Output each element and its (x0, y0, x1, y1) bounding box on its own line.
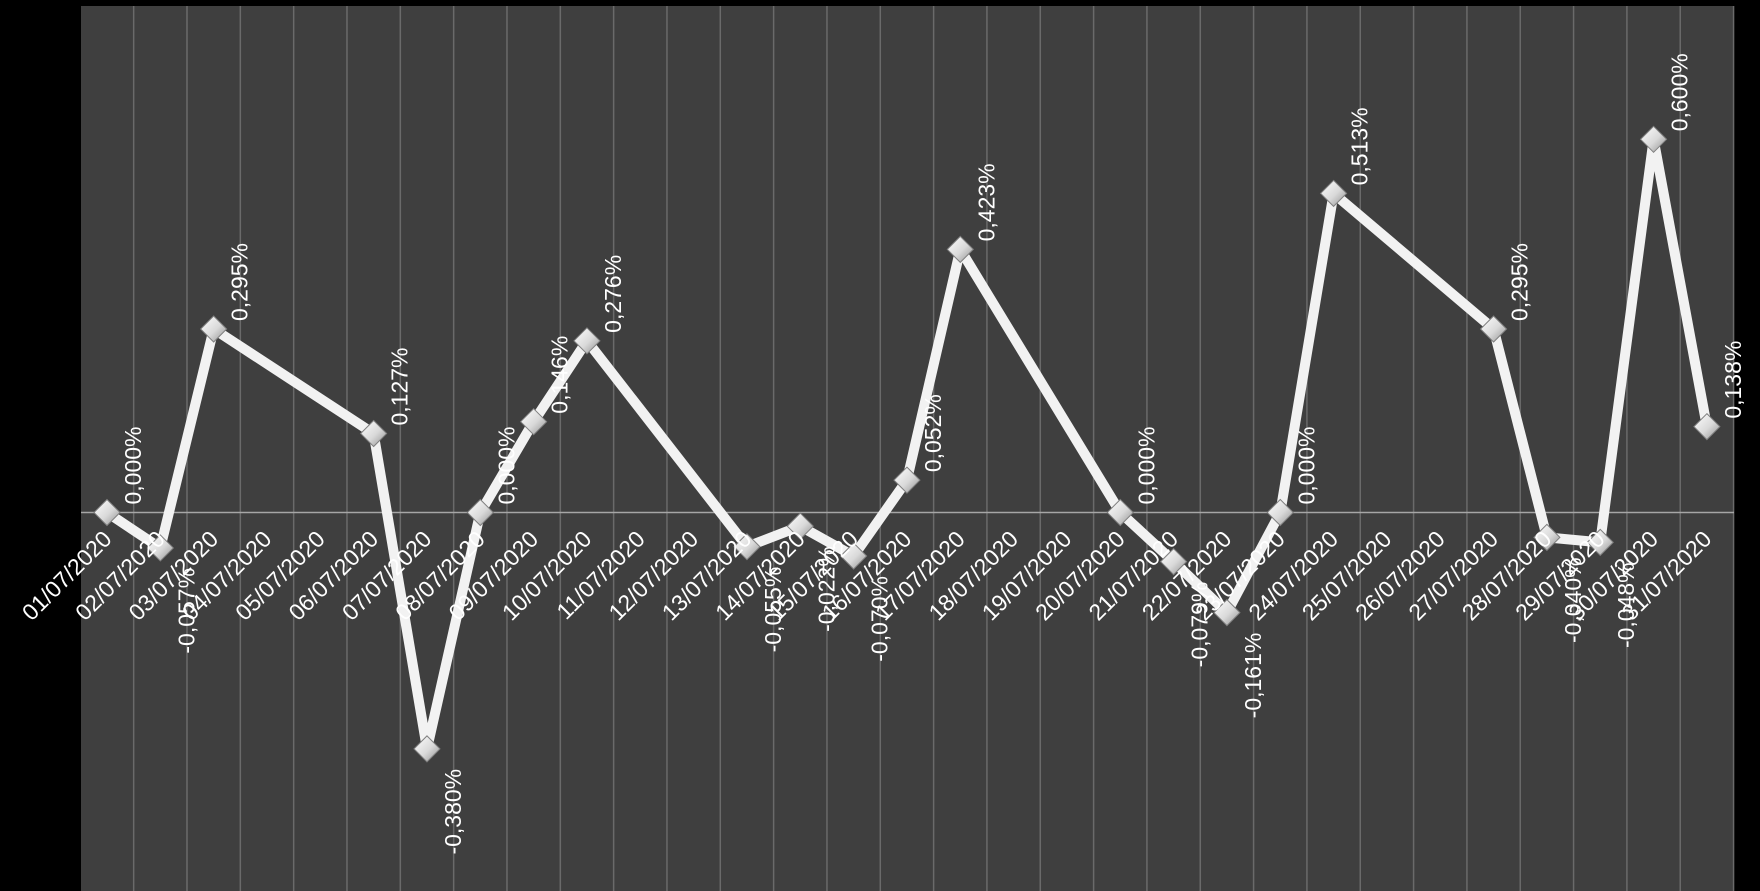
data-label: 0,600% (1667, 53, 1693, 131)
data-point-marker (1479, 315, 1508, 343)
data-point-marker (359, 419, 388, 448)
vertical-gridlines (132, 6, 1735, 891)
data-label: 0,138% (1720, 341, 1746, 419)
data-label: 0,423% (973, 163, 999, 241)
data-point-marker (93, 498, 121, 527)
data-label: -0,079% (1187, 582, 1213, 668)
data-label: 0,000% (1293, 426, 1319, 504)
data-label: 0,000% (120, 426, 146, 504)
data-point-marker (1319, 179, 1348, 208)
data-label: 0,513% (1347, 107, 1373, 185)
data-label: 0,146% (547, 336, 573, 414)
data-label: -0,055% (760, 567, 786, 653)
data-label: 0,295% (1507, 243, 1533, 321)
data-point-marker (146, 534, 175, 562)
data-label: 0,295% (227, 243, 253, 321)
data-point-marker (413, 735, 441, 763)
data-point-marker (1693, 412, 1721, 441)
data-label: -0,048% (1613, 562, 1639, 648)
data-point-marker (199, 315, 228, 343)
data-markers (93, 125, 1721, 763)
data-label: -0,057% (173, 568, 199, 654)
data-point-marker (466, 498, 495, 527)
data-label: 0,052% (920, 394, 946, 472)
data-point-marker (1586, 528, 1614, 557)
data-label: 0,276% (600, 255, 626, 333)
data-point-marker (786, 512, 814, 540)
data-point-marker (1159, 547, 1188, 576)
data-point-marker (1533, 523, 1561, 552)
plot-area (81, 6, 1734, 891)
data-label: -0,161% (1240, 633, 1266, 719)
data-point-marker (519, 407, 548, 436)
data-point-marker (946, 235, 974, 264)
data-labels: 0,000% -0,057% 0,295% 0,127% -0,380% 0,000% 0,… (120, 53, 1746, 854)
data-point-marker (1106, 498, 1134, 527)
data-point-marker (733, 533, 761, 561)
data-label: 0,000% (493, 426, 519, 504)
data-point-marker (1266, 498, 1294, 527)
data-label: -0,022% (813, 546, 839, 632)
data-point-marker (1639, 125, 1668, 154)
data-label: 0,127% (387, 347, 413, 425)
data-point-marker (893, 466, 921, 494)
data-label: -0,380% (440, 769, 466, 855)
data-point-marker (573, 327, 601, 355)
data-label: -0,040% (1560, 557, 1586, 643)
data-label: 0,000% (1133, 426, 1159, 504)
data-label: -0,070% (867, 576, 893, 662)
data-point-marker (839, 542, 868, 570)
data-point-marker (1213, 598, 1241, 627)
